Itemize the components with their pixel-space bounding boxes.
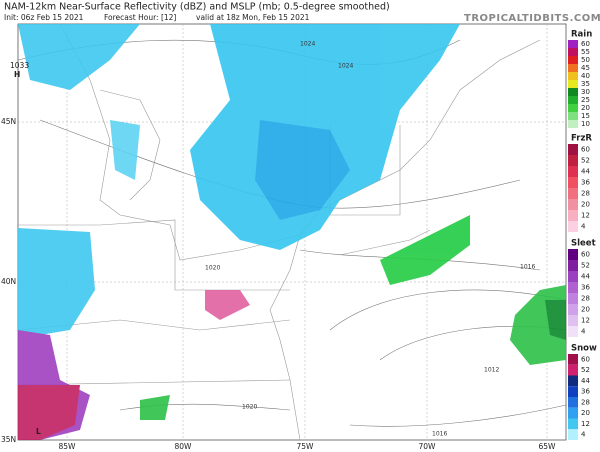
legend-swatch xyxy=(568,326,578,337)
legend-label: 60 xyxy=(581,355,590,363)
legend-label: 28 xyxy=(581,295,590,303)
legend-label: 50 xyxy=(581,56,590,64)
legend-swatch xyxy=(568,364,578,376)
valid-time: valid at 18z Mon, Feb 15 2021 xyxy=(196,13,310,22)
isobar-label: 1016 xyxy=(520,264,535,271)
legend-label: 4 xyxy=(581,431,586,439)
legend-swatch xyxy=(568,375,578,387)
isobar-label: 1024 xyxy=(300,41,315,48)
legend-swatch xyxy=(568,407,578,419)
legend-swatch xyxy=(568,260,578,271)
legend-swatch xyxy=(568,144,578,155)
init: Init: 06z Feb 15 2021 xyxy=(4,13,84,22)
legend-label: 44 xyxy=(581,168,590,176)
isobar-label: 1020 xyxy=(205,265,220,272)
legend-label: 35 xyxy=(581,80,590,88)
legend-label: 52 xyxy=(581,262,590,270)
legend-swatch xyxy=(568,293,578,304)
high-symbol: H xyxy=(14,70,20,79)
legend-label: 10 xyxy=(581,120,590,128)
legend-label: 60 xyxy=(581,40,590,48)
legend-title: Snow xyxy=(571,344,597,354)
legend-swatch xyxy=(568,48,578,56)
legend-label: 25 xyxy=(581,96,590,104)
isobar-label: 1020 xyxy=(242,404,257,411)
legend-title: Rain xyxy=(571,30,592,40)
legend-label: 40 xyxy=(581,72,590,80)
low-symbol: L xyxy=(36,427,41,436)
legend-swatch xyxy=(568,72,578,80)
legend-swatch xyxy=(568,282,578,293)
legend-swatch xyxy=(568,177,578,188)
legend-label: 4 xyxy=(581,223,586,231)
legend-swatch xyxy=(568,166,578,177)
legend-swatch xyxy=(568,354,578,365)
legend-label: 60 xyxy=(581,146,590,154)
legend-label: 44 xyxy=(581,377,590,385)
legend-swatch xyxy=(568,315,578,326)
legend-label: 20 xyxy=(581,201,590,209)
legend-swatch xyxy=(568,386,578,397)
legend-swatch xyxy=(568,249,578,260)
legend-title: FrzR xyxy=(571,134,592,144)
legend-label: 28 xyxy=(581,398,590,406)
lon-label: 65W xyxy=(539,442,557,451)
legend-swatch xyxy=(568,120,578,128)
legend-swatch xyxy=(568,199,578,210)
lon-label: 70W xyxy=(419,442,437,451)
map xyxy=(17,23,567,441)
lon-label: 80W xyxy=(175,442,193,451)
high-pressure-value: 1033 xyxy=(10,61,29,70)
legend-label: 60 xyxy=(581,251,590,259)
legend-swatch xyxy=(568,418,578,430)
site-name: TROPICALTIDBITS.COM xyxy=(464,13,600,24)
legend-swatch xyxy=(568,429,578,440)
legend-swatch xyxy=(568,104,578,112)
lat-label: 40N xyxy=(1,277,16,286)
lat-label: 45N xyxy=(1,117,16,126)
legend-label: 28 xyxy=(581,190,590,198)
lat-label: 35N xyxy=(1,435,16,444)
legend-swatch xyxy=(568,56,578,64)
legend-swatch xyxy=(568,397,578,408)
legend-label: 52 xyxy=(581,366,590,374)
legend-label: 12 xyxy=(581,420,590,428)
legend-label: 36 xyxy=(581,179,590,187)
legend-label: 45 xyxy=(581,64,590,72)
legend-label: 44 xyxy=(581,273,590,281)
isobar-label: 1024 xyxy=(338,63,353,70)
legend-label: 55 xyxy=(581,48,590,56)
legend-swatch xyxy=(568,271,578,282)
legend-label: 20 xyxy=(581,306,590,314)
legend-swatch xyxy=(568,64,578,72)
legend-swatch xyxy=(568,88,578,96)
legend-swatch xyxy=(568,40,578,48)
legend-label: 36 xyxy=(581,388,590,396)
legend-title: Sleet xyxy=(571,239,596,249)
legend-swatch xyxy=(568,80,578,88)
title: NAM-12km Near-Surface Reflectivity (dBZ)… xyxy=(4,2,390,13)
isobar-label: 1016 xyxy=(432,431,447,438)
legend-swatch xyxy=(568,304,578,315)
legend-label: 4 xyxy=(581,328,586,336)
legend-swatch xyxy=(568,155,578,166)
legend-label: 15 xyxy=(581,112,590,120)
legend-swatch xyxy=(568,96,578,104)
isobar-label: 1012 xyxy=(484,367,499,374)
legend-label: 30 xyxy=(581,88,590,96)
legend-label: 12 xyxy=(581,212,590,220)
legend-swatch xyxy=(568,188,578,199)
lon-label: 85W xyxy=(59,442,77,451)
legend-swatch xyxy=(568,112,578,120)
legend-label: 20 xyxy=(581,104,590,112)
lon-label: 75W xyxy=(297,442,315,451)
legend-label: 36 xyxy=(581,284,590,292)
legend-label: 20 xyxy=(581,409,590,417)
legend-label: 52 xyxy=(581,157,590,165)
legend-swatch xyxy=(568,221,578,232)
legend-swatch xyxy=(568,210,578,221)
forecast-hour: Forecast Hour: [12] xyxy=(104,13,176,22)
legend-label: 12 xyxy=(581,317,590,325)
